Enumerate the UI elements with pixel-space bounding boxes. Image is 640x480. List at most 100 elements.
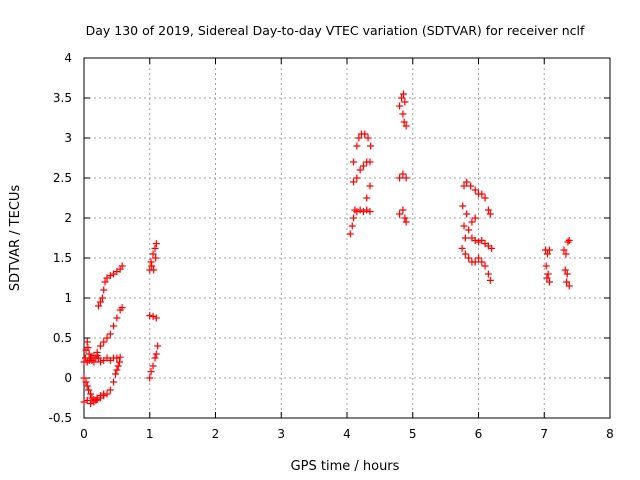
y-tick-label: 3.5: [53, 91, 72, 105]
data-point: [361, 130, 369, 138]
data-point: [152, 240, 160, 248]
data-point: [85, 350, 93, 358]
data-point: [114, 362, 122, 370]
grid-lines: [84, 58, 610, 418]
data-point: [110, 322, 118, 330]
data-point: [106, 330, 114, 338]
chart-title: Day 130 of 2019, Sidereal Day-to-day VTE…: [86, 23, 585, 38]
data-point: [402, 174, 410, 182]
data-point: [402, 218, 410, 226]
data-point: [100, 390, 108, 398]
data-point: [366, 158, 374, 166]
data-point: [565, 282, 573, 290]
data-point: [396, 210, 404, 218]
data-point: [463, 210, 471, 218]
data-point: [103, 334, 111, 342]
data-point: [459, 202, 467, 210]
data-point: [468, 218, 476, 226]
data-point: [359, 162, 367, 170]
data-point: [150, 266, 158, 274]
data-point: [146, 312, 154, 320]
data-point: [401, 214, 409, 222]
data-point: [80, 398, 88, 406]
data-point: [465, 226, 473, 234]
data-point: [463, 178, 471, 186]
data-point: [116, 358, 124, 366]
data-point: [478, 236, 486, 244]
data-point: [350, 214, 358, 222]
data-point: [544, 270, 552, 278]
data-point: [96, 392, 104, 400]
y-tick-label: 2.5: [53, 171, 72, 185]
data-point: [471, 258, 479, 266]
data-point: [84, 344, 92, 352]
data-point: [113, 366, 121, 374]
data-point: [543, 274, 551, 282]
data-point: [96, 342, 104, 350]
y-tick-label: 1.5: [53, 251, 72, 265]
data-point: [544, 250, 552, 258]
x-tick-label: 0: [80, 427, 88, 441]
data-point: [350, 158, 358, 166]
data-point: [80, 374, 88, 382]
data-point: [356, 166, 364, 174]
data-point: [478, 258, 486, 266]
data-point: [355, 134, 363, 142]
data-point: [471, 186, 479, 194]
data-point: [484, 270, 492, 278]
data-point: [398, 94, 406, 102]
data-point: [346, 230, 354, 238]
data-point: [366, 208, 374, 216]
x-tick-label: 1: [146, 427, 154, 441]
data-point: [350, 178, 358, 186]
data-point: [563, 278, 571, 286]
data-point: [93, 348, 101, 356]
data-point: [83, 382, 91, 390]
data-point: [83, 338, 91, 346]
data-point: [118, 304, 126, 312]
data-point: [353, 208, 361, 216]
x-tick-label: 6: [475, 427, 483, 441]
x-tick-label: 8: [606, 427, 614, 441]
data-point: [96, 298, 104, 306]
data-point: [146, 374, 154, 382]
data-point: [149, 250, 157, 258]
y-tick-label: 2: [64, 211, 72, 225]
x-tick-label: 5: [409, 427, 417, 441]
data-point: [460, 222, 468, 230]
y-tick-label: 0: [64, 371, 72, 385]
x-tick-labels: 0 1 2 3 4 5 6 7 8: [80, 427, 614, 441]
data-point: [484, 206, 492, 214]
data-point: [94, 302, 102, 310]
data-point: [461, 250, 469, 258]
data-point: [83, 396, 91, 404]
axis-ticks: [83, 57, 611, 419]
data-point: [481, 262, 489, 270]
data-point: [400, 118, 408, 126]
x-tick-label: 7: [540, 427, 548, 441]
data-point: [152, 350, 160, 358]
data-point: [96, 358, 104, 366]
data-point: [465, 254, 473, 262]
data-point: [458, 244, 466, 252]
data-point: [152, 254, 160, 262]
data-point: [396, 102, 404, 110]
y-tick-label: 0.5: [53, 331, 72, 345]
data-point: [113, 314, 121, 322]
data-point: [364, 134, 372, 142]
data-point: [366, 182, 374, 190]
x-axis-label: GPS time / hours: [291, 459, 400, 474]
data-point: [546, 278, 554, 286]
data-point: [118, 262, 126, 270]
y-tick-label: 1: [64, 291, 72, 305]
data-point: [106, 272, 114, 280]
data-point: [399, 170, 407, 178]
data-point: [147, 258, 155, 266]
data-point: [471, 214, 479, 222]
data-point: [348, 222, 356, 230]
data-point: [400, 90, 408, 98]
data-point: [356, 206, 364, 214]
y-tick-labels: -0.5 0 0.5 1 1.5 2 2.5 3 3.5 4: [49, 51, 72, 425]
data-point: [478, 190, 486, 198]
